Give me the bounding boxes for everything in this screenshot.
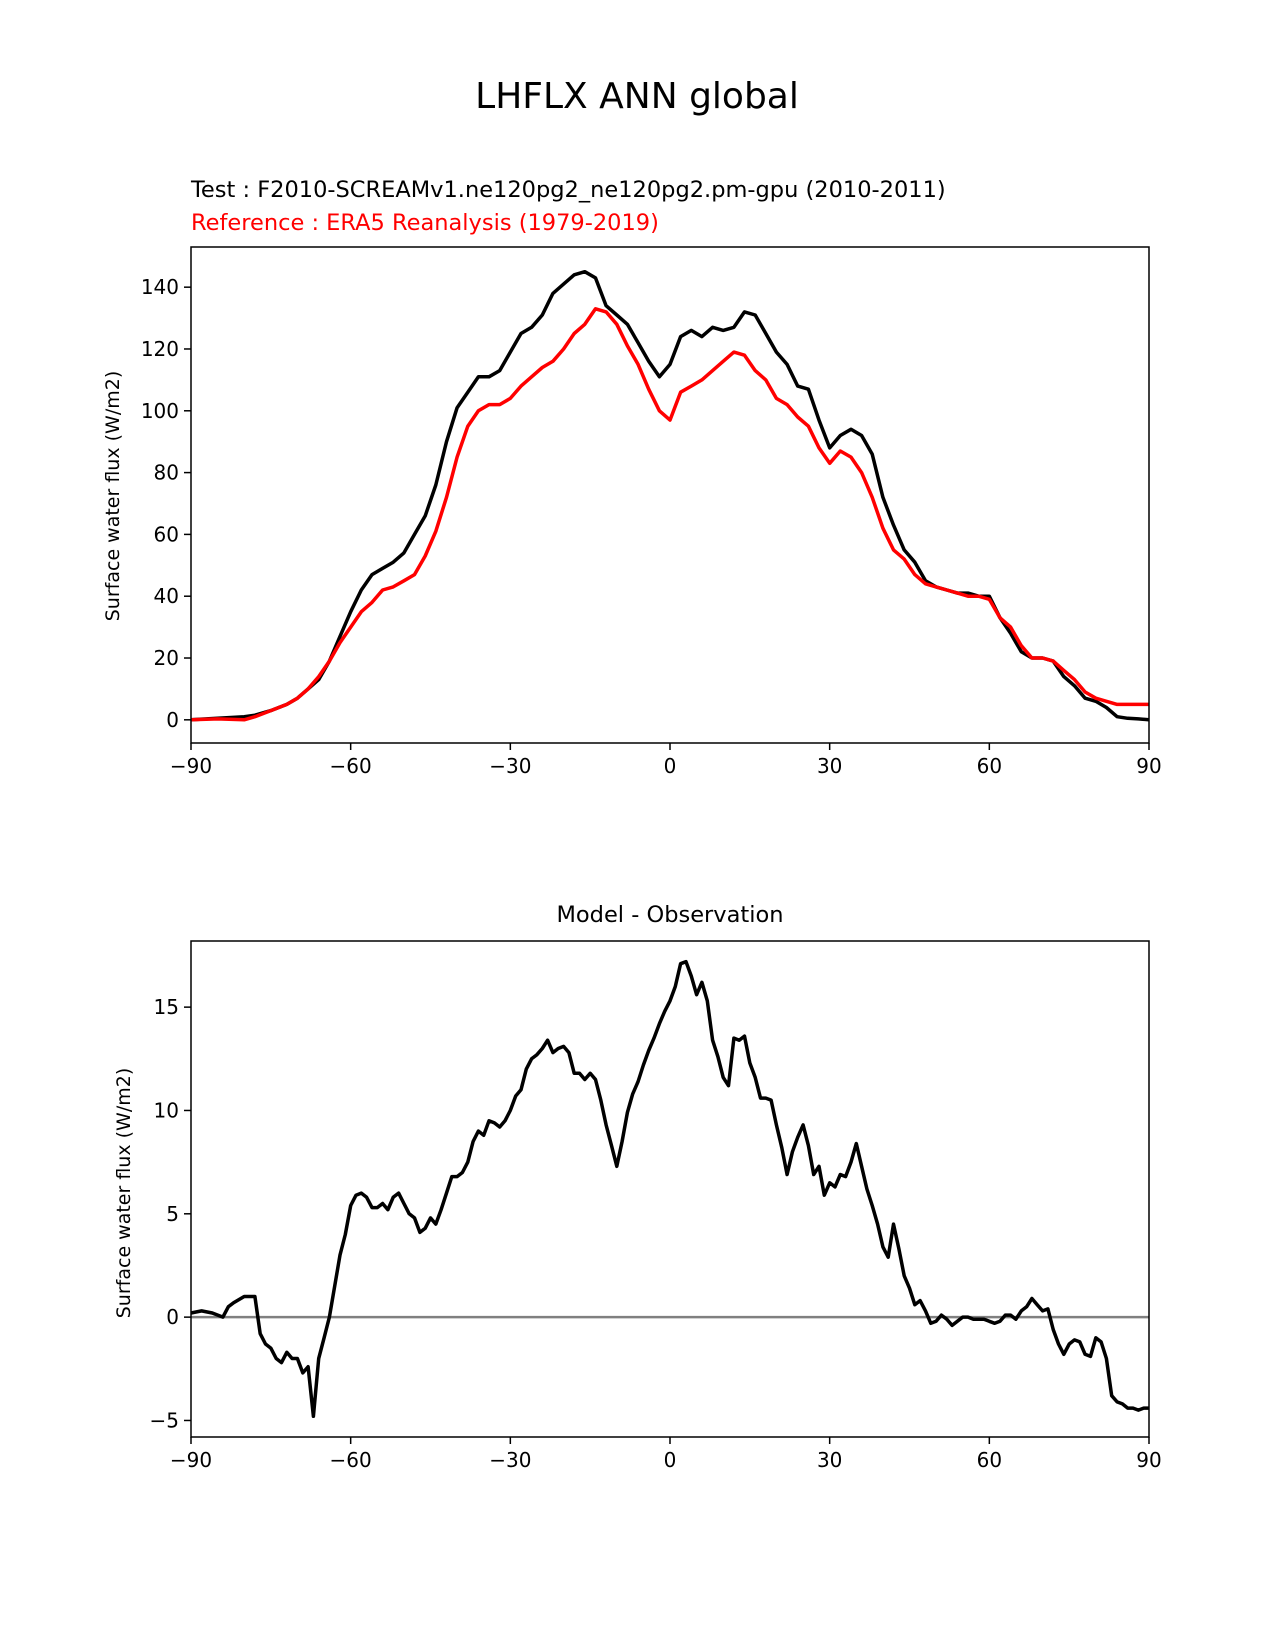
bottom-xtick-label: 0 <box>664 1448 677 1472</box>
bottom-ytick-label: 10 <box>154 1098 179 1122</box>
bottom-title: Model - Observation <box>557 902 784 928</box>
bottom-xtick-label: 30 <box>817 1448 842 1472</box>
top-xtick-label: 60 <box>977 754 1002 778</box>
top-ytick-label: 60 <box>154 522 179 546</box>
top-xtick-label: 0 <box>664 754 677 778</box>
bottom-ytick-label: 15 <box>154 995 179 1019</box>
top-ytick-label: 80 <box>154 461 179 485</box>
bottom-ytick-label: −5 <box>150 1408 179 1432</box>
bottom-ytick-label: 0 <box>166 1305 179 1329</box>
bottom-axes-frame <box>190 940 1150 1438</box>
top-axes-frame <box>190 246 1150 744</box>
bottom-xtick-label: −90 <box>170 1448 212 1472</box>
top-ylabel: Surface water flux (W/m2) <box>102 371 124 622</box>
bottom-ylabel: Surface water flux (W/m2) <box>113 1068 135 1319</box>
top-title-test: Test : F2010-SCREAMv1.ne120pg2_ne120pg2.… <box>190 177 946 203</box>
top-ytick-label: 20 <box>154 646 179 670</box>
top-ytick-label: 140 <box>141 275 179 299</box>
top-xtick-label: −90 <box>170 754 212 778</box>
top-xtick-label: −60 <box>330 754 372 778</box>
bottom-xtick-label: 60 <box>977 1448 1002 1472</box>
bottom-series-difference-line <box>190 959 1149 1419</box>
top-xtick-label: −30 <box>489 754 531 778</box>
bottom-xtick-label: 90 <box>1136 1448 1161 1472</box>
top-title-reference: Reference : ERA5 Reanalysis (1979-2019) <box>191 210 659 236</box>
bottom-xtick-label: −30 <box>489 1448 531 1472</box>
top-series-reference-line <box>190 307 1149 722</box>
bottom-plot-area: −90 −60 −30 0 30 60 90 −5 0 5 10 15 <box>150 940 1162 1472</box>
top-ytick-label: 120 <box>141 337 179 361</box>
top-ytick-label: 0 <box>166 708 179 732</box>
figure-suptitle: LHFLX ANN global <box>475 76 799 117</box>
top-plot-area: −90 −60 −30 0 30 60 90 0 20 40 60 80 100 120 140 <box>141 246 1162 778</box>
top-xtick-label: 30 <box>817 754 842 778</box>
top-ytick-label: 100 <box>141 399 179 423</box>
top-ytick-label: 40 <box>154 584 179 608</box>
bottom-xtick-label: −60 <box>330 1448 372 1472</box>
top-xtick-label: 90 <box>1136 754 1161 778</box>
bottom-ytick-label: 5 <box>166 1202 179 1226</box>
